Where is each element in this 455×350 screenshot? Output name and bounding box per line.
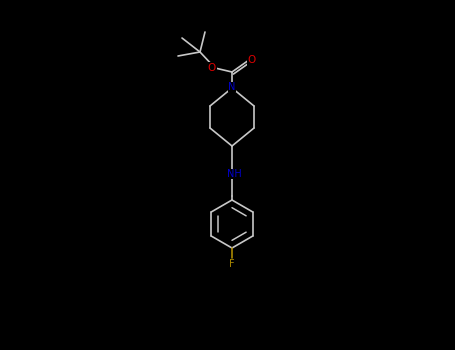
Text: O: O xyxy=(208,63,216,73)
Text: O: O xyxy=(248,55,256,65)
Text: NH: NH xyxy=(227,169,241,179)
Text: N: N xyxy=(228,82,236,92)
Text: F: F xyxy=(229,259,235,269)
